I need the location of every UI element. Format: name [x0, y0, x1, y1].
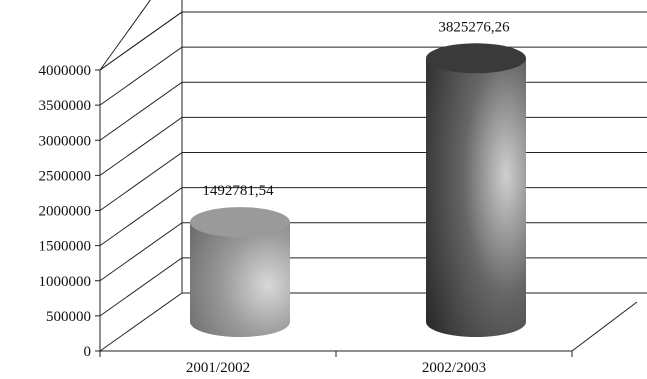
bar-top [190, 207, 290, 238]
labels: 0 500000 1000000 1500000 2000000 2500000 30000… [39, 19, 511, 376]
axes [95, 0, 638, 357]
y-tick-label: 1000000 [39, 274, 92, 290]
x-tick-label: 2001/2002 [186, 360, 250, 376]
gridline [99, 292, 647, 352]
y-tick-label: 4000000 [39, 63, 92, 79]
data-label: 1492781,54 [202, 183, 274, 199]
data-label: 3825276,26 [438, 19, 510, 35]
wall-edge [99, 0, 151, 71]
y-tick-label: 1500000 [39, 239, 92, 255]
y-tick-label: 3500000 [39, 98, 92, 114]
wall-edge [99, 11, 183, 71]
y-tick-label: 500000 [46, 309, 91, 325]
y-tick-label: 2000000 [39, 204, 92, 220]
bar-top [426, 43, 526, 74]
bar-cylinder [190, 207, 290, 337]
bar-cylinder [426, 43, 526, 337]
x-tick-label: 2002/2003 [422, 360, 486, 376]
bar-body [190, 222, 290, 337]
y-tick-label: 3000000 [39, 133, 92, 149]
bar-body [426, 58, 526, 337]
y-tick-label: 0 [84, 344, 92, 360]
bars [190, 43, 526, 337]
floor-edge [100, 301, 638, 352]
y-tick-label: 2500000 [39, 168, 92, 184]
